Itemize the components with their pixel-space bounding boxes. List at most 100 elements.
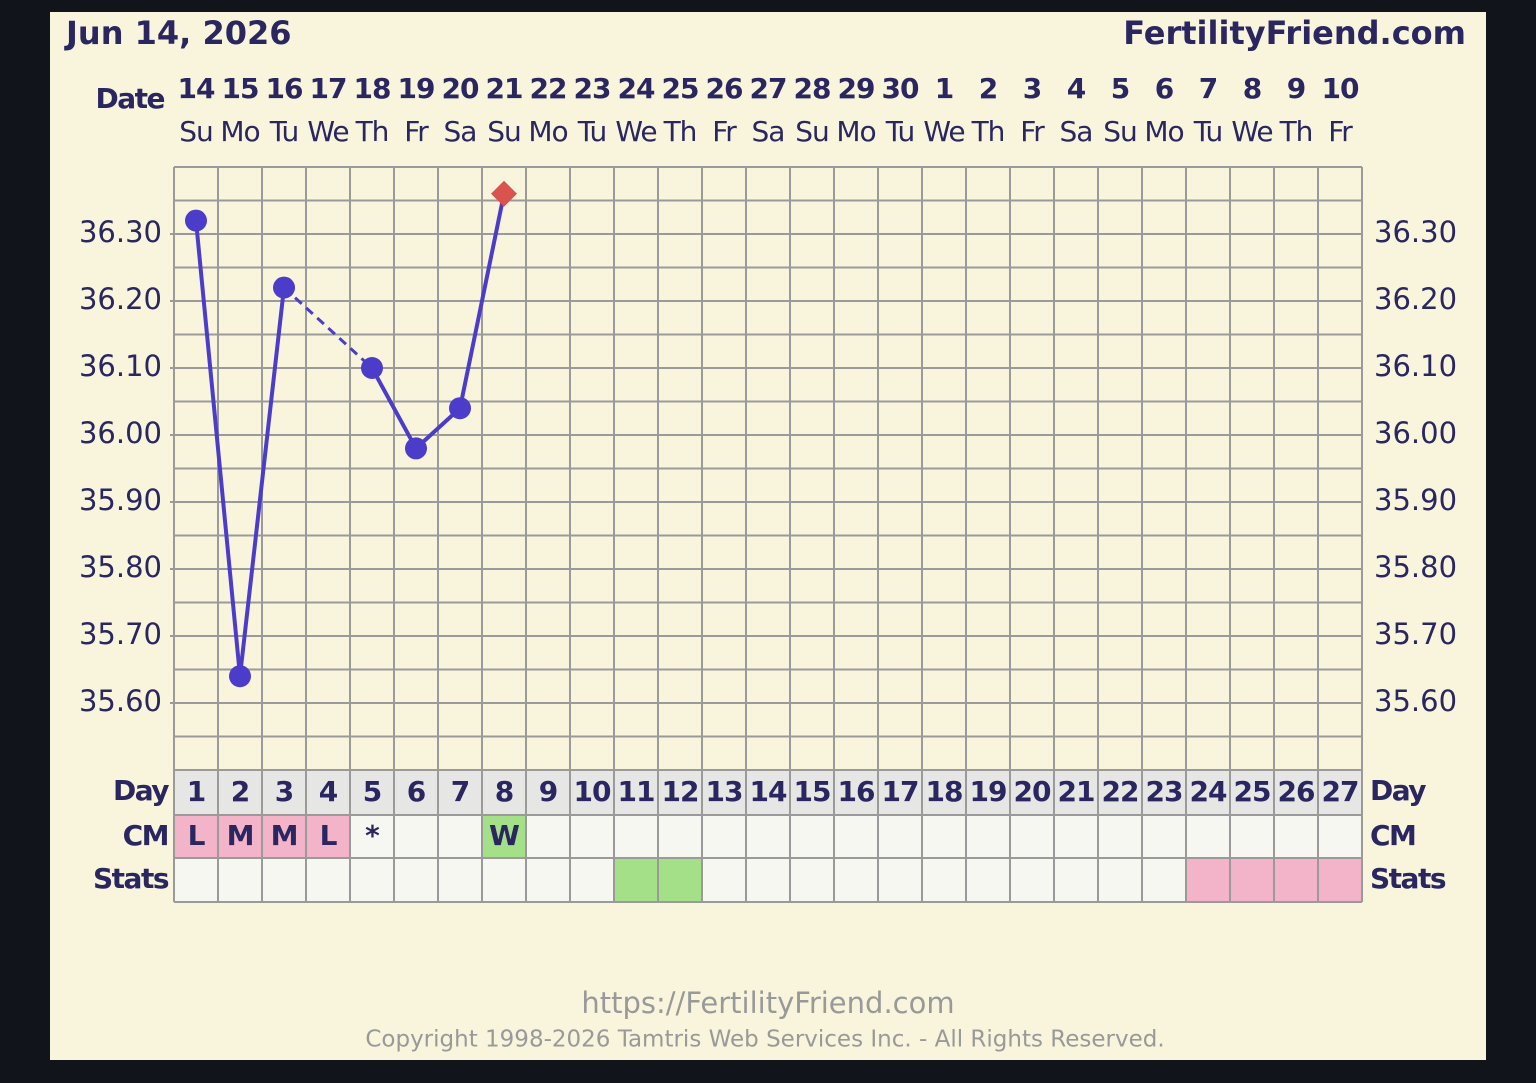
site-name: FertilityFriend.com (1123, 14, 1466, 52)
cm-cell (1186, 815, 1230, 858)
cm-code: L (320, 819, 338, 852)
weekday-label: We (307, 115, 348, 148)
y2-tick-label: 35.70 (1374, 617, 1457, 651)
row-label: Day (1370, 774, 1426, 807)
stats-cell (570, 858, 614, 902)
date-label: 23 (574, 72, 611, 105)
day-number: 9 (539, 775, 557, 808)
y-tick-label: 35.80 (79, 550, 162, 584)
temp-point-diamond (491, 180, 517, 207)
date-label: 19 (398, 72, 435, 105)
y-tick-label: 36.10 (79, 349, 162, 383)
day-number: 22 (1102, 775, 1139, 808)
y2-tick-label: 36.10 (1374, 349, 1457, 383)
day-cell (746, 770, 790, 815)
row-label: Stats (1370, 862, 1446, 895)
cm-cell (746, 815, 790, 858)
date-label: 21 (486, 72, 523, 105)
cm-cell (1142, 815, 1186, 858)
weekday-label: Fr (1020, 115, 1045, 148)
temp-gap-line (282, 286, 374, 370)
cm-cell (1274, 815, 1318, 858)
y-tick-label: 36.20 (79, 282, 162, 316)
weekday-label: We (615, 115, 656, 148)
cm-code: * (365, 819, 380, 852)
date-label: 22 (530, 72, 567, 105)
stats-cell (1010, 858, 1054, 902)
stats-cell (922, 858, 966, 902)
y-tick-label: 35.70 (79, 617, 162, 651)
date-label: 1 (935, 72, 953, 105)
stats-cell (1186, 858, 1230, 902)
stats-cell (1230, 858, 1274, 902)
weekday-label: Th (663, 115, 697, 148)
date-label: 7 (1199, 72, 1217, 105)
cm-code: L (188, 819, 206, 852)
date-label: 17 (310, 72, 347, 105)
day-number: 24 (1190, 775, 1227, 808)
y-tick-label: 35.90 (79, 483, 162, 517)
weekday-label: We (1231, 115, 1272, 148)
cm-code: W (489, 819, 520, 852)
stats-cell (702, 858, 746, 902)
temp-point (449, 397, 471, 420)
date-label: 8 (1243, 72, 1261, 105)
cm-cell (1010, 815, 1054, 858)
day-cell (1274, 770, 1318, 815)
stats-cell (262, 858, 306, 902)
day-cell (1098, 770, 1142, 815)
day-number: 23 (1146, 775, 1183, 808)
weekday-label: Th (1279, 115, 1313, 148)
day-cell (526, 770, 570, 815)
cm-cell (482, 815, 526, 858)
temp-line (370, 193, 506, 452)
date-label: 24 (618, 72, 655, 105)
day-number: 18 (926, 775, 963, 808)
day-cell (1142, 770, 1186, 815)
stats-cell (614, 858, 658, 902)
date-label: 6 (1155, 72, 1173, 105)
y2-tick-label: 35.90 (1374, 483, 1457, 517)
day-number: 3 (275, 775, 293, 808)
day-number: 8 (495, 775, 513, 808)
day-number: 19 (970, 775, 1007, 808)
stats-cell (790, 858, 834, 902)
stats-cell (746, 858, 790, 902)
weekday-label: Sa (1060, 115, 1093, 148)
stats-cell (1054, 858, 1098, 902)
weekday-label: Tu (269, 115, 299, 148)
cm-cell (790, 815, 834, 858)
date-label: 4 (1067, 72, 1086, 105)
weekday-label: Mo (1144, 115, 1183, 148)
day-number: 17 (882, 775, 919, 808)
temp-point (273, 276, 295, 299)
date-label: Date (95, 82, 164, 115)
temp-point (229, 665, 251, 688)
cm-cell (922, 815, 966, 858)
date-label: 28 (794, 72, 831, 105)
day-cell (394, 770, 438, 815)
day-number: 7 (451, 775, 469, 808)
day-cell (1318, 770, 1362, 815)
day-number: 25 (1234, 775, 1271, 808)
stats-cell (174, 858, 218, 902)
row-label: Stats (93, 862, 169, 895)
date-label: 10 (1322, 72, 1359, 105)
day-cell (1054, 770, 1098, 815)
date-label: 3 (1023, 72, 1041, 105)
day-number: 5 (363, 775, 381, 808)
day-number: 12 (662, 775, 699, 808)
day-cell (306, 770, 350, 815)
weekday-label: Fr (404, 115, 429, 148)
stats-cell (658, 858, 702, 902)
day-cell (570, 770, 614, 815)
cm-cell (878, 815, 922, 858)
day-number: 2 (231, 775, 249, 808)
copyright: Copyright 1998-2026 Tamtris Web Services… (365, 1027, 1164, 1053)
day-cell (614, 770, 658, 815)
cm-cell (306, 815, 350, 858)
y2-tick-label: 35.80 (1374, 550, 1457, 584)
stats-cell (438, 858, 482, 902)
date-label: 2 (979, 72, 997, 105)
weekday-label: Fr (1328, 115, 1353, 148)
